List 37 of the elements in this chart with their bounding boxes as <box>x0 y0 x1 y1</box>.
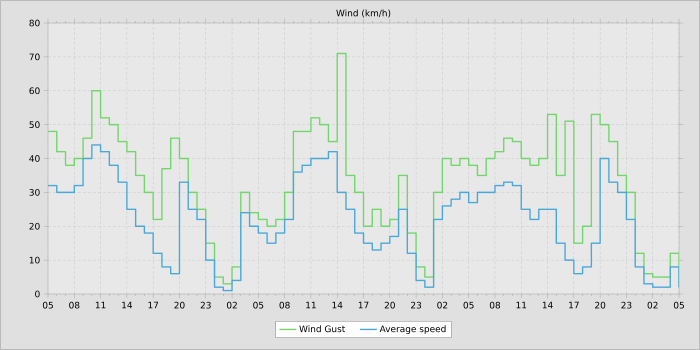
y-tick-label: 40 <box>29 155 40 162</box>
y-tick-label: 30 <box>30 188 40 196</box>
x-tick-label: 08 <box>69 302 80 309</box>
y-tick-label: 0 <box>35 290 40 298</box>
x-tick-label: 05 <box>42 302 53 309</box>
x-tick-label: 08 <box>490 302 500 309</box>
x-tick-label: 05 <box>253 302 264 309</box>
x-tick-label: 17 <box>148 302 158 308</box>
y-tick-label: 60 <box>29 87 40 94</box>
legend-label: Average speed <box>380 325 446 334</box>
x-tick-label: 23 <box>200 302 211 309</box>
x-tick-label: 20 <box>595 302 606 309</box>
x-tick-label: 11 <box>516 302 526 308</box>
x-tick-label: 14 <box>122 302 132 308</box>
x-tick-label: 17 <box>358 302 368 308</box>
x-tick-label: 11 <box>306 302 316 308</box>
legend-label: Wind Gust <box>299 325 346 332</box>
x-tick-label: 14 <box>542 302 553 308</box>
x-tick-label: 08 <box>280 302 290 309</box>
x-tick-label: 02 <box>226 302 237 309</box>
x-tick-label: 02 <box>437 302 448 309</box>
x-tick-label: 11 <box>96 302 106 308</box>
x-tick-label: 20 <box>384 302 395 309</box>
y-tick-label: 50 <box>30 121 40 128</box>
x-tick-label: 02 <box>648 302 658 309</box>
x-tick-label: 05 <box>464 302 474 309</box>
y-tick-label: 80 <box>29 20 40 26</box>
x-tick-label: 17 <box>569 302 579 308</box>
x-tick-label: 05 <box>674 302 684 309</box>
y-tick-label: 70 <box>30 53 40 60</box>
x-tick-label: 23 <box>621 302 632 309</box>
y-tick-label: 10 <box>30 256 40 264</box>
chart-title: Wind (km/h) <box>336 9 390 18</box>
y-tick-label: 20 <box>29 222 40 230</box>
x-tick-label: 20 <box>174 302 185 309</box>
x-tick-label: 23 <box>411 302 422 309</box>
x-tick-label: 14 <box>332 302 342 308</box>
